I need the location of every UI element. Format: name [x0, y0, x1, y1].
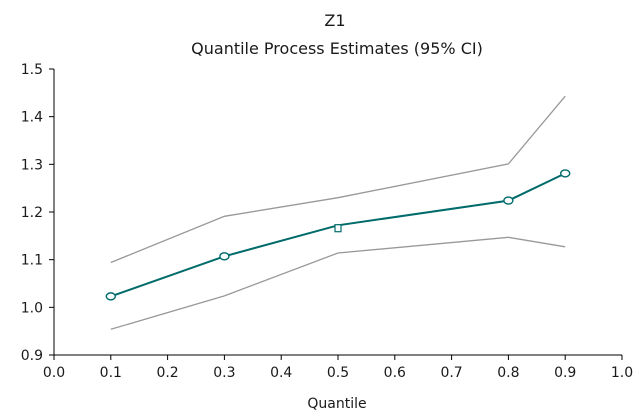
x-tick-label: 0.1: [100, 365, 122, 381]
x-tick-label: 0.5: [327, 365, 349, 381]
x-tick-label: 0.7: [440, 365, 462, 381]
x-tick-label: 0.4: [270, 365, 292, 381]
data-point-marker-3: [334, 224, 342, 233]
series-line-lower-ci: [110, 236, 566, 330]
data-point-marker-5: [560, 169, 571, 178]
data-point-marker-4: [503, 196, 514, 205]
data-point-marker-1: [105, 292, 117, 301]
y-tick-label: 1.0: [21, 300, 43, 316]
x-tick-label: 0.8: [497, 365, 519, 381]
x-tick-label: 1.0: [611, 365, 633, 381]
y-tick-label: 0.9: [21, 348, 43, 364]
series-line-upper-ci: [110, 95, 566, 264]
y-tick-label: 1.5: [21, 62, 43, 78]
ticks-layer: 0.9 1.0 1.1 1.2 1.3 1.4 1.5 0.0 0.1 0.2 0.3 0.4 0.5 0…: [21, 62, 633, 381]
y-tick-label: 1.1: [21, 253, 43, 269]
series-layer: [110, 95, 566, 330]
x-tick-label: 0.2: [156, 365, 178, 381]
x-tick-label: 0.3: [213, 365, 235, 381]
x-tick-label: 0.9: [554, 365, 576, 381]
y-tick-label: 1.4: [21, 110, 43, 126]
axes-layer: [53, 69, 622, 356]
x-tick-label: 0.6: [384, 365, 406, 381]
x-axis-title: Quantile: [307, 396, 366, 412]
chart-title: Z1: [324, 11, 345, 30]
y-tick-label: 1.3: [21, 157, 43, 173]
x-tick-label: 0.0: [43, 365, 65, 381]
chart-subtitle: Quantile Process Estimates (95% CI): [191, 39, 483, 58]
data-point-marker-2: [219, 252, 230, 261]
y-tick-label: 1.2: [21, 205, 43, 221]
marker-layer: [105, 169, 571, 301]
